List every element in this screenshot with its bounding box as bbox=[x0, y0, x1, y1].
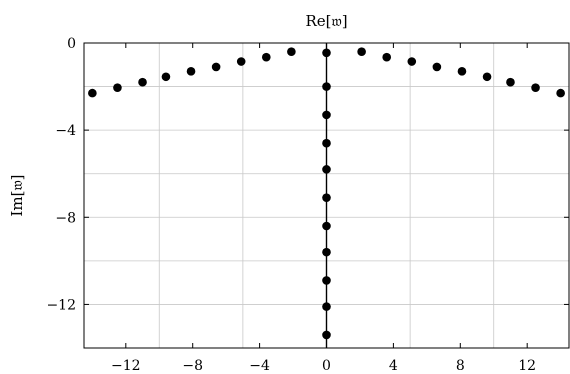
data-point bbox=[506, 77, 515, 87]
points-layer bbox=[88, 47, 565, 340]
data-point bbox=[432, 62, 442, 72]
y-tick-label: 0 bbox=[67, 36, 76, 52]
x-tick-label: 4 bbox=[389, 358, 398, 374]
data-point bbox=[322, 110, 331, 120]
data-point bbox=[482, 72, 492, 82]
data-point bbox=[382, 52, 392, 62]
data-point bbox=[186, 67, 196, 76]
x-tick-label: 12 bbox=[518, 358, 536, 374]
y-tick-label: −8 bbox=[55, 210, 76, 226]
data-point bbox=[261, 52, 271, 62]
data-point bbox=[287, 47, 296, 57]
data-point bbox=[322, 193, 331, 202]
x-axis-title: Re[𝔴] bbox=[305, 12, 347, 30]
data-point bbox=[322, 302, 331, 311]
ticks-layer: −12 −8 −4 0 4 8 12 0 −4 −8 −12 bbox=[46, 36, 569, 374]
data-point bbox=[322, 276, 331, 285]
data-point bbox=[357, 47, 366, 57]
y-tick-label: −4 bbox=[55, 123, 76, 139]
y-axis-title: Im[𝔴] bbox=[8, 174, 26, 216]
data-point bbox=[113, 83, 122, 92]
y-tick-label: −12 bbox=[46, 297, 76, 313]
x-tick-label: 0 bbox=[322, 358, 331, 374]
data-point bbox=[322, 165, 331, 174]
data-point bbox=[322, 247, 331, 257]
data-point bbox=[322, 138, 331, 148]
x-tick-label: 8 bbox=[456, 358, 465, 374]
data-point bbox=[138, 77, 147, 87]
data-point bbox=[322, 48, 331, 58]
data-point bbox=[457, 67, 467, 76]
data-point bbox=[322, 330, 331, 340]
data-point bbox=[236, 57, 246, 66]
data-point bbox=[407, 57, 417, 66]
data-point bbox=[322, 221, 331, 231]
data-point bbox=[322, 82, 331, 91]
data-point bbox=[161, 72, 171, 82]
x-tick-label: −8 bbox=[182, 358, 203, 374]
data-point bbox=[88, 88, 97, 98]
x-tick-label: −4 bbox=[249, 358, 270, 374]
data-point bbox=[211, 62, 221, 72]
x-tick-label: −12 bbox=[111, 358, 141, 374]
data-point bbox=[531, 83, 540, 92]
data-point bbox=[556, 88, 565, 98]
